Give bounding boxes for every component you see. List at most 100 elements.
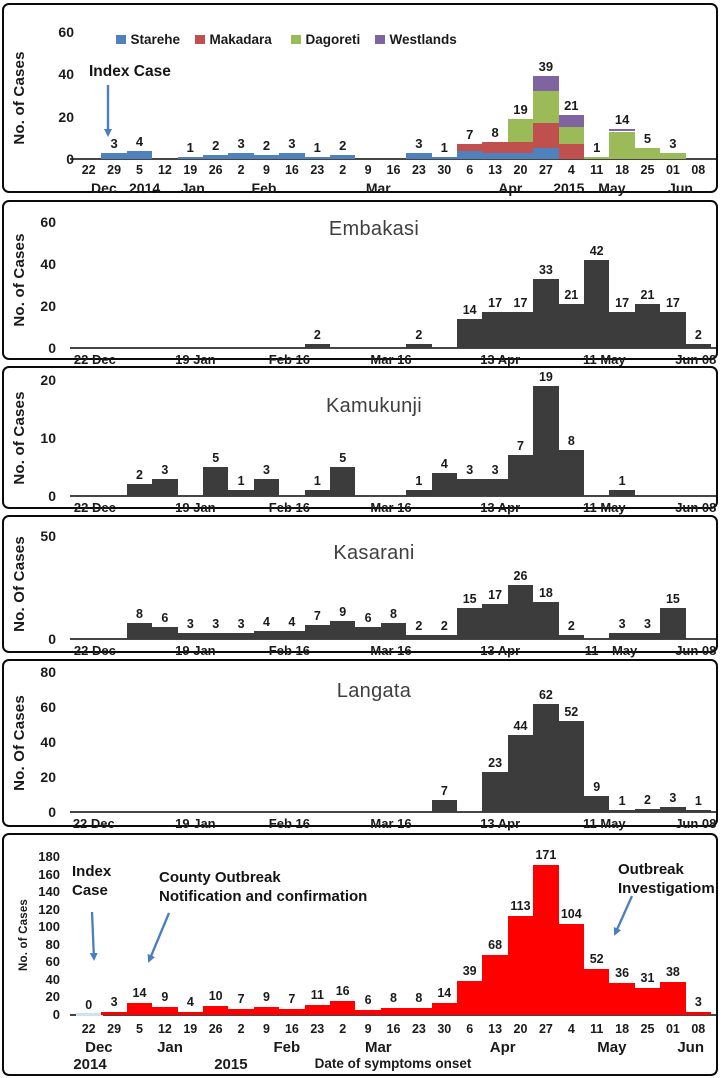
legend-label: Dagoreti [305, 32, 361, 47]
bar-value-label: 6 [364, 992, 372, 1007]
x-tick-label: 01 [665, 163, 680, 177]
x-tick-label: 20 [513, 1022, 528, 1036]
bar-segment-starehe-w6 [228, 152, 254, 159]
x-month-label: Jun [677, 1039, 705, 1056]
bar-value-label: 8 [491, 125, 499, 141]
x-tick-label: 20 [513, 163, 528, 177]
bar-nairobi-total-w15 [457, 980, 483, 1015]
bar-langata-w24 [685, 810, 711, 812]
bar-embakasi-w16 [482, 312, 508, 348]
bar-value-label: 3 [491, 462, 499, 477]
bar-nairobi-total-w11 [355, 1009, 381, 1015]
bar-value-label: 8 [567, 433, 575, 448]
legend-label: Westlands [389, 32, 457, 47]
bar-value-label: 1 [618, 474, 626, 489]
bar-langata-w19 [558, 721, 584, 812]
legend-swatch-westlands [375, 34, 385, 45]
bar-value-label: 9 [263, 990, 270, 1005]
x-tick-label: 19 Jan [175, 500, 216, 515]
bar-nairobi-total-w19 [558, 923, 584, 1015]
bar-value-label: 2 [440, 618, 448, 633]
bar-value-label: 21 [564, 97, 579, 113]
legend-swatch-dagoreti [291, 34, 301, 45]
y-tick-label: 10 [40, 430, 56, 446]
bar-kasarani-w5 [203, 632, 229, 639]
x-tick-label: 11 [590, 1022, 604, 1036]
x-month-label: 2015 [553, 180, 585, 196]
bar-segment-starehe-w8 [279, 152, 305, 159]
x-tick-label: 08 [691, 163, 706, 177]
x-tick-label: 11 [584, 643, 599, 658]
panel-nairobi-total: No. of Cases Index Case County Outbreak … [2, 833, 718, 1076]
bar-langata-w18 [533, 703, 559, 812]
bar-kasarani-w9 [304, 624, 330, 639]
bar-nairobi-total-w24 [685, 1012, 711, 1015]
x-tick-label: 22 [81, 1022, 96, 1036]
bar-value-label: 52 [589, 952, 604, 967]
bar-value-label: 1 [313, 139, 321, 155]
bar-value-label: 17 [488, 296, 503, 311]
x-axis-line [70, 347, 716, 349]
bar-embakasi-w21 [609, 312, 635, 348]
panel-kamukunji: No. of Cases Kamukunji 0 10 20 2 3 5 1 3 1 5 1 4 3 3 7… [2, 366, 718, 515]
bar-segment-dagoreti-w20 [584, 156, 610, 159]
x-tick-label: 9 [364, 163, 372, 177]
bar-value-label: 52 [564, 705, 579, 719]
x-tick-label: 23 [411, 1022, 426, 1036]
x-tick-label: 19 Jan [175, 352, 216, 367]
bar-segment-starehe-w17 [507, 152, 534, 159]
y-tick-label: 100 [38, 919, 60, 935]
y-tick-label: 40 [40, 256, 56, 272]
y-tick-label: 40 [58, 66, 74, 83]
x-tick-label: 11 May [582, 816, 626, 831]
bar-kasarani-w16 [482, 604, 508, 639]
bar-kasarani-w8 [279, 630, 305, 639]
bar-kasarani-w21 [609, 632, 635, 639]
x-tick-label: 19 Jan [175, 816, 216, 831]
x-tick-label: 30 [437, 1022, 452, 1036]
bar-embakasi-w24 [685, 343, 711, 348]
bar-value-label: 23 [488, 755, 503, 770]
bar-kamukunji-w9 [304, 490, 330, 496]
bar-kasarani-w19 [558, 634, 584, 639]
bar-value-label: 5 [339, 451, 347, 465]
bar-value-label: 5 [643, 131, 652, 147]
bar-value-label: 3 [644, 616, 651, 631]
bar-kamukunji-w19 [558, 449, 584, 496]
bar-kamukunji-w18 [533, 385, 559, 496]
x-tick-label: 11 May [582, 352, 626, 367]
bar-value-label: 11 [310, 988, 324, 1003]
bar-value-label: 7 [237, 991, 245, 1006]
x-tick-label: 9 [263, 1022, 270, 1036]
bar-value-label: 2 [262, 137, 271, 153]
x-tick-label: 6 [466, 163, 474, 177]
y-tick-label: 40 [40, 734, 56, 750]
bar-value-label: 7 [517, 439, 524, 454]
bar-value-label: 19 [513, 101, 528, 117]
x-tick-label: Feb 16 [268, 500, 310, 515]
bar-segment-makadara-w18 [533, 123, 559, 149]
x-tick-label: 01 [665, 1022, 680, 1036]
bar-value-label: 104 [560, 906, 582, 921]
x-tick-label: 9 [364, 1022, 372, 1036]
x-axis-line [70, 811, 716, 813]
bar-embakasi-w23 [660, 312, 686, 348]
bar-value-label: 2 [339, 137, 347, 153]
x-tick-label: 6 [466, 1022, 474, 1036]
x-axis-line [70, 495, 716, 497]
bar-kasarani-w15 [457, 608, 483, 639]
x-axis-line [70, 158, 716, 160]
x-tick-label: 19 [183, 1022, 198, 1036]
x-tick-label: May [611, 643, 638, 658]
x-tick-label: Dec [91, 352, 116, 367]
x-tick-label: 9 [263, 163, 270, 177]
bar-nairobi-total-w13 [406, 1008, 432, 1015]
bar-value-label: 8 [390, 991, 397, 1005]
bar-kasarani-w23 [660, 608, 686, 639]
y-tick-label: 140 [38, 884, 60, 900]
bar-value-label: 2 [644, 792, 651, 807]
bar-value-label: 3 [415, 135, 423, 151]
x-tick-label: 4 [567, 163, 575, 177]
x-month-label: Jan [180, 180, 205, 196]
bar-value-label: 3 [466, 462, 474, 477]
